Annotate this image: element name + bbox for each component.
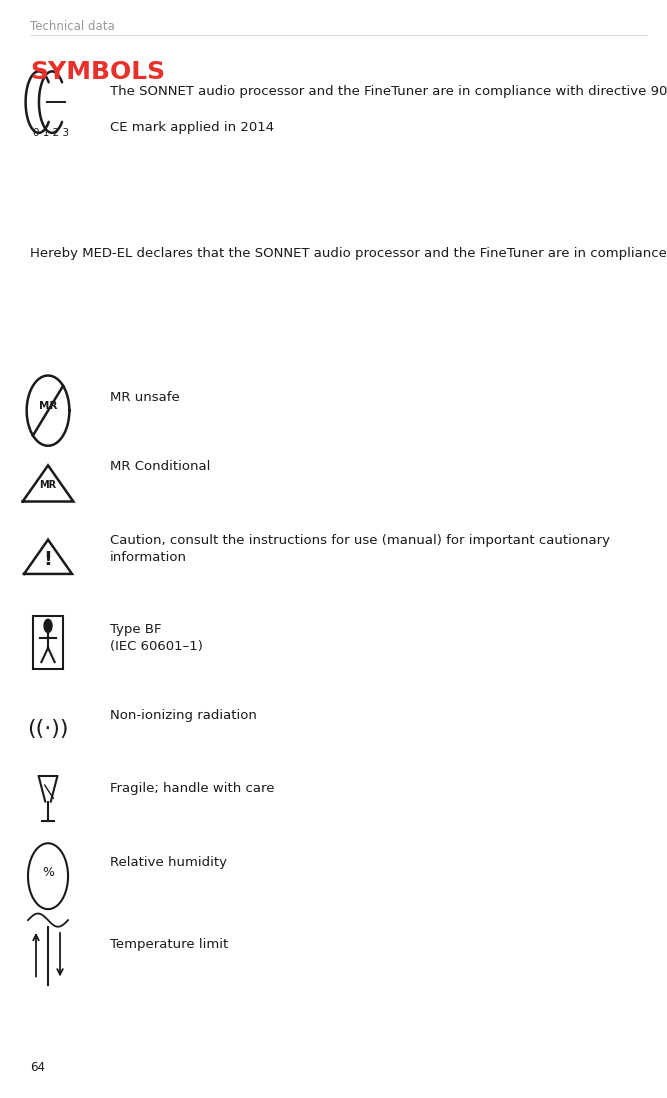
Text: !: !: [43, 550, 53, 570]
Text: MR: MR: [39, 401, 57, 412]
Text: MR: MR: [39, 480, 57, 491]
Text: The SONNET audio processor and the FineTuner are in compliance with directive 90: The SONNET audio processor and the FineT…: [110, 85, 667, 98]
Polygon shape: [44, 619, 52, 632]
Text: 0 1 2 3: 0 1 2 3: [33, 128, 69, 138]
Text: Non-ionizing radiation: Non-ionizing radiation: [110, 709, 257, 722]
Text: Fragile; handle with care: Fragile; handle with care: [110, 782, 275, 795]
Text: Temperature limit: Temperature limit: [110, 938, 228, 951]
Text: ((·)): ((·)): [27, 719, 69, 739]
Text: Caution, consult the instructions for use (manual) for important cautionary
info: Caution, consult the instructions for us…: [110, 534, 610, 563]
Text: MR Conditional: MR Conditional: [110, 460, 210, 473]
Text: SYMBOLS: SYMBOLS: [30, 60, 165, 85]
Text: 64: 64: [30, 1061, 45, 1074]
Text: Type BF
(IEC 60601–1): Type BF (IEC 60601–1): [110, 623, 203, 652]
Text: %: %: [42, 866, 54, 879]
Text: Hereby MED-EL declares that the SONNET audio processor and the FineTuner are in : Hereby MED-EL declares that the SONNET a…: [30, 247, 667, 260]
Text: Relative humidity: Relative humidity: [110, 856, 227, 870]
Text: CE mark applied in 2014: CE mark applied in 2014: [110, 121, 274, 134]
Text: MR unsafe: MR unsafe: [110, 391, 180, 404]
Text: Technical data: Technical data: [30, 20, 115, 33]
